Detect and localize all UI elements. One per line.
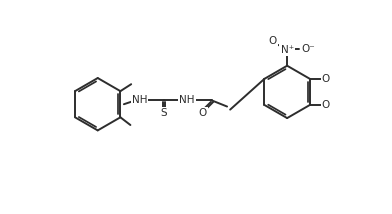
Text: O: O — [322, 74, 330, 84]
Text: O: O — [269, 36, 277, 46]
Text: N⁺: N⁺ — [281, 45, 294, 55]
Text: O: O — [322, 100, 330, 110]
Text: O: O — [198, 108, 207, 118]
Text: O⁻: O⁻ — [301, 44, 315, 54]
Text: NH: NH — [132, 95, 147, 105]
Text: NH: NH — [179, 95, 195, 105]
Text: S: S — [161, 108, 167, 118]
